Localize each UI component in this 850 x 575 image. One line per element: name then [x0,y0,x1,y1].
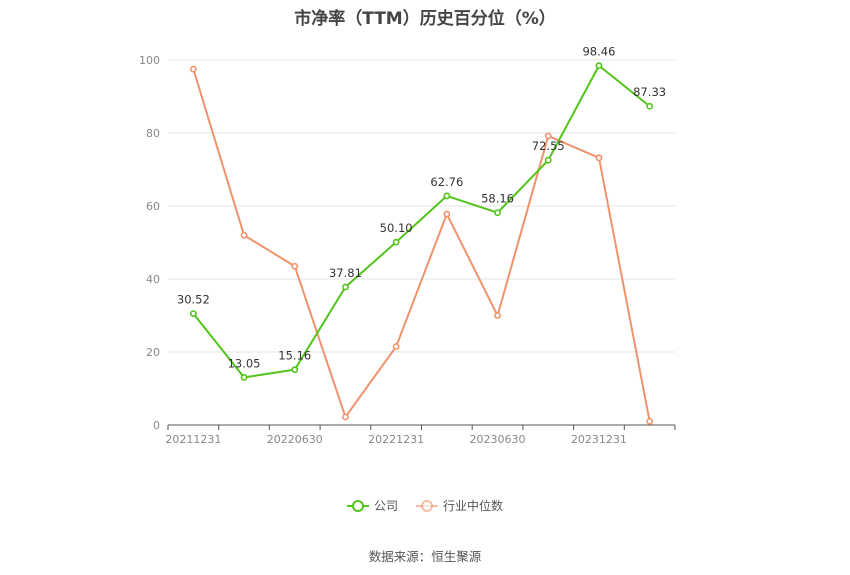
data-point [240,231,248,239]
data-point [189,310,197,318]
data-label: 15.16 [278,349,311,363]
data-point [392,343,400,350]
legend-item-company[interactable]: 公司 [346,497,398,514]
data-point [494,312,501,319]
x-tick-label: 20211231 [165,433,221,446]
y-tick-label: 60 [146,200,160,213]
y-tick-label: 0 [153,419,160,432]
data-point [595,62,603,70]
data-label: 30.52 [177,293,210,307]
data-point [646,417,654,425]
y-tick-label: 100 [139,54,160,67]
data-point [443,192,451,200]
series-line-0 [192,64,651,379]
data-point [544,132,552,140]
data-point [443,210,451,218]
data-point [494,209,501,217]
legend-swatch-industry-median [416,499,438,512]
x-tick-label: 20230630 [470,433,526,446]
legend-label-industry-median: 行业中位数 [443,499,504,513]
y-tick-label: 20 [146,346,160,359]
data-label: 98.46 [582,45,615,59]
data-point [646,102,654,110]
series-line-1 [192,68,651,422]
chart-title: 市净率（TTM）历史百分位（%） [294,9,556,29]
x-tick-label: 20231231 [571,433,627,446]
data-label: 87.33 [633,85,666,99]
data-label: 58.16 [481,192,514,206]
data-label: 50.10 [380,221,413,235]
legend-item-industry-median[interactable]: 行业中位数 [416,497,503,514]
data-point [342,413,349,421]
data-point [291,366,299,374]
data-point [544,156,552,164]
data-label: 72.55 [532,139,565,153]
data-point [189,65,197,73]
data-point [240,373,248,381]
data-point [595,154,603,162]
data-point [342,283,349,291]
data-point [291,262,299,270]
legend: 公司 行业中位数 [0,497,850,514]
legend-label-company: 公司 [373,499,398,513]
data-label: 37.81 [329,266,362,280]
data-point [392,238,400,246]
y-tick-label: 80 [146,127,160,140]
data-label: 13.05 [228,356,261,370]
legend-swatch-company [346,499,369,512]
y-tick-label: 40 [146,273,160,286]
x-tick-label: 20220630 [267,433,323,446]
source-note: 数据来源：恒生聚源 [368,549,482,564]
data-label: 62.76 [430,175,463,189]
x-tick-label: 20221231 [368,433,424,446]
